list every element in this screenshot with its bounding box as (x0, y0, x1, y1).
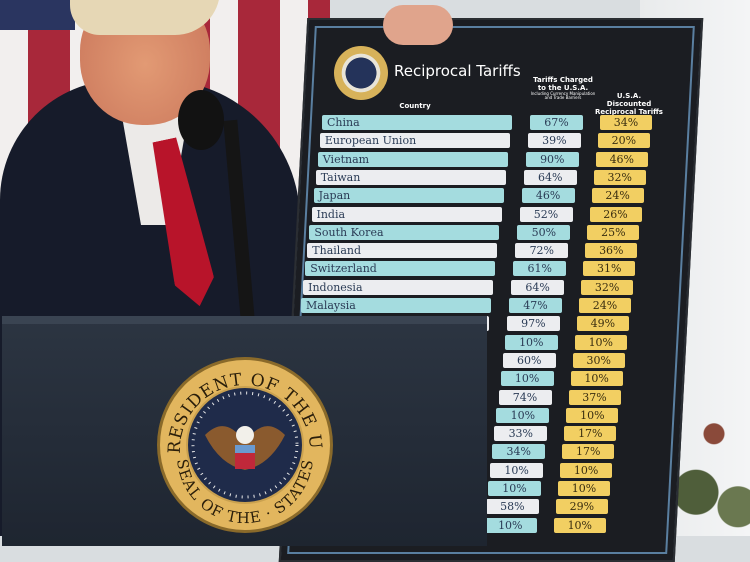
charged-cell: 10% (488, 481, 541, 496)
header-charged-label: Tariffs Charged to the U.S.A. (533, 76, 593, 92)
header-charged-note: Including Currency Manipulation and Trad… (530, 91, 596, 100)
flag-canton (0, 0, 75, 30)
discounted-cell: 37% (568, 389, 621, 405)
discounted-cell: 17% (562, 444, 615, 460)
discounted-cell: 10% (566, 407, 619, 423)
charged-cell: 10% (496, 407, 550, 423)
charged-cell: 61% (513, 261, 567, 277)
charged-cell: 39% (527, 133, 581, 149)
charged-cell: 74% (498, 389, 552, 405)
charged-cell: 10% (504, 334, 558, 350)
charged-cell: 10% (500, 371, 554, 387)
charged-cell: 64% (523, 169, 577, 185)
discounted-cell: 32% (593, 169, 646, 185)
discounted-cell: 24% (579, 298, 631, 313)
header-charged: Tariffs Charged to the U.S.A. Including … (528, 76, 598, 100)
board-presidential-seal-icon (334, 46, 388, 100)
charged-cell: 72% (515, 243, 569, 259)
discounted-cell: 10% (570, 371, 623, 387)
discounted-cell: 36% (585, 243, 638, 259)
presidential-seal: THE PRESIDENT OF THE UNITED SEAL OF THE … (155, 355, 333, 533)
microphone (178, 90, 224, 150)
country-cell: South Korea (309, 224, 500, 240)
discounted-cell: 10% (574, 334, 627, 350)
charged-cell: 10% (483, 517, 537, 533)
discounted-cell: 17% (564, 426, 617, 442)
discounted-cell: 25% (587, 224, 640, 240)
charged-cell: 52% (519, 206, 573, 222)
charged-cell: 90% (525, 151, 579, 167)
discounted-cell: 31% (583, 261, 636, 277)
country-cell: Malaysia (301, 298, 491, 313)
board-title: Reciprocal Tariffs (394, 62, 521, 80)
discounted-cell: 10% (560, 462, 613, 478)
discounted-cell: 49% (576, 316, 629, 332)
discounted-cell: 10% (553, 517, 606, 533)
charged-cell: 58% (485, 499, 539, 515)
country-cell: Indonesia (303, 279, 494, 295)
discounted-cell: 20% (597, 133, 650, 149)
header-discounted: U.S.A. Discounted Reciprocal Tariffs (595, 92, 663, 116)
charged-cell: 47% (509, 298, 562, 313)
country-cell: European Union (319, 133, 510, 149)
charged-cell: 50% (517, 224, 571, 240)
charged-cell: 46% (521, 188, 575, 204)
discounted-cell: 46% (595, 151, 648, 167)
country-cell: China (322, 115, 512, 130)
country-cell: Taiwan (315, 169, 506, 185)
header-country: Country (399, 102, 431, 110)
discounted-cell: 26% (589, 206, 642, 222)
discounted-cell: 32% (581, 279, 634, 295)
speaker-hair (70, 0, 220, 35)
country-cell: Japan (313, 188, 504, 204)
discounted-cell: 30% (572, 352, 625, 368)
discounted-cell: 10% (558, 481, 610, 496)
speaker-hand (383, 5, 453, 45)
country-cell: Thailand (307, 243, 498, 259)
charged-cell: 10% (490, 462, 544, 478)
charged-cell: 97% (506, 316, 560, 332)
country-cell: Vietnam (317, 151, 508, 167)
charged-cell: 67% (530, 115, 583, 130)
discounted-cell: 24% (591, 188, 644, 204)
country-cell: Switzerland (305, 261, 496, 277)
podium-top (2, 316, 487, 324)
charged-cell: 60% (502, 352, 556, 368)
charged-cell: 64% (511, 279, 565, 295)
charged-cell: 34% (492, 444, 546, 460)
country-cell: India (311, 206, 502, 222)
discounted-cell: 29% (555, 499, 608, 515)
charged-cell: 33% (494, 426, 548, 442)
discounted-cell: 34% (600, 115, 652, 130)
